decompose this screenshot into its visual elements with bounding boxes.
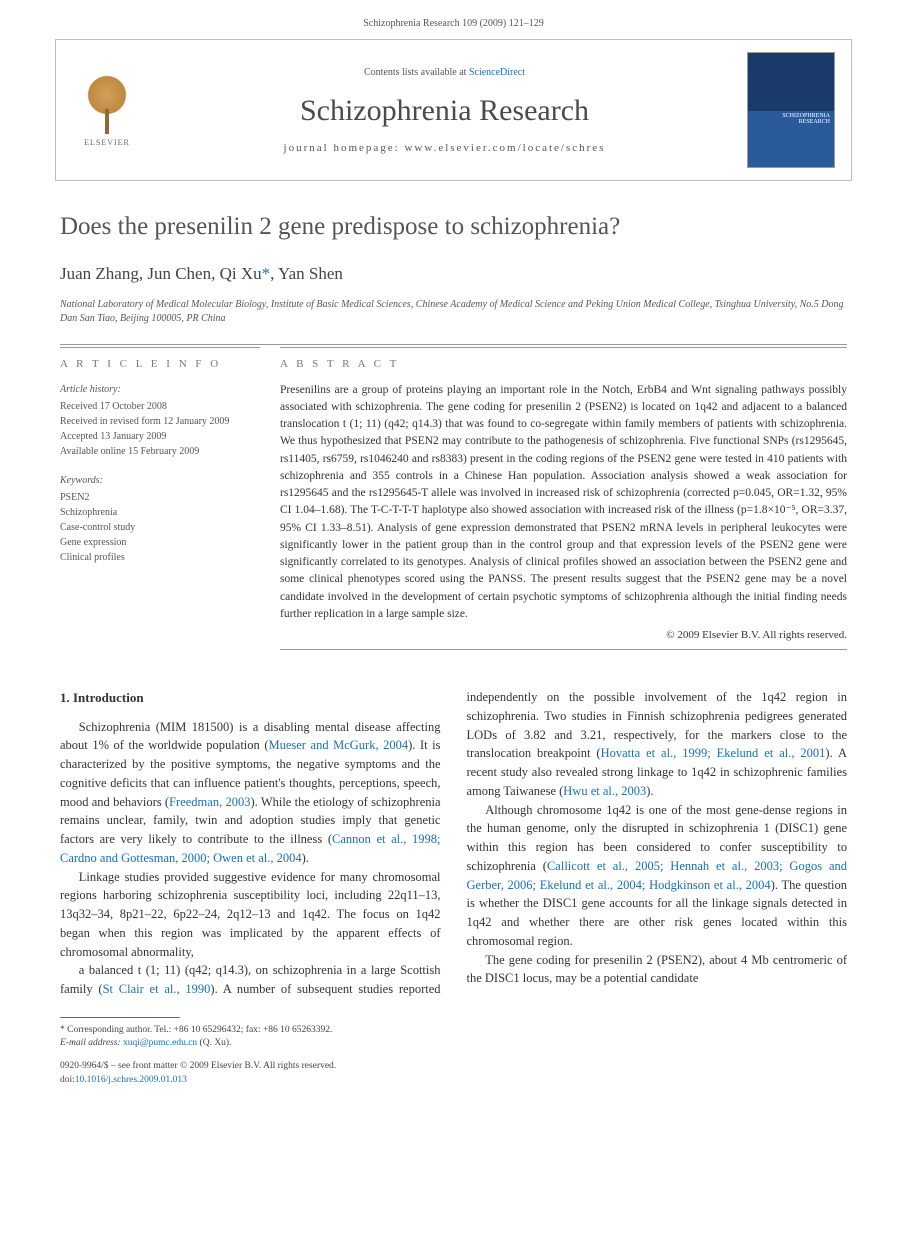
citation-link[interactable]: St Clair et al., 1990 [103,982,211,996]
email-line: E-mail address: xuqi@pumc.edu.cn (Q. Xu)… [60,1037,847,1050]
corresponding-footnote: * Corresponding author. Tel.: +86 10 652… [0,1017,907,1051]
citation-link[interactable]: Hovatta et al., 1999; Ekelund et al., 20… [601,746,826,760]
contents-prefix: Contents lists available at [364,67,469,78]
authors-line: Juan Zhang, Jun Chen, Qi Xu*, Yan Shen [60,264,847,284]
front-matter-line: 0920-9964/$ – see front matter © 2009 El… [60,1060,847,1073]
homepage-line: journal homepage: www.elsevier.com/locat… [142,142,747,154]
email-link[interactable]: xuqi@pumc.edu.cn [123,1038,197,1048]
intro-p2: Linkage studies provided suggestive evid… [60,868,441,962]
abstract-column: A B S T R A C T Presenilins are a group … [280,347,847,661]
intro-p4: Although chromosome 1q42 is one of the m… [467,801,848,951]
intro-p1: Schizophrenia (MIM 181500) is a disablin… [60,718,441,868]
running-header: Schizophrenia Research 109 (2009) 121–12… [0,0,907,39]
revised-date: Received in revised form 12 January 2009 [60,414,242,429]
online-date: Available online 15 February 2009 [60,444,242,459]
abstract-heading: A B S T R A C T [280,358,847,370]
contents-line: Contents lists available at ScienceDirec… [142,67,747,78]
homepage-prefix: journal homepage: [284,142,405,154]
corresponding-mark: * [262,264,271,283]
journal-name: Schizophrenia Research [142,94,747,128]
keyword: Case-control study [60,520,242,535]
elsevier-logo: ELSEVIER [72,65,142,155]
article-body: Does the presenilin 2 gene predispose to… [0,211,907,999]
journal-masthead: ELSEVIER Contents lists available at Sci… [55,39,852,181]
keyword: Clinical profiles [60,550,242,565]
email-suffix: (Q. Xu). [197,1038,231,1048]
article-history-block: Article history: Received 17 October 200… [60,382,242,459]
doi-line: doi:10.1016/j.schres.2009.01.013 [60,1074,847,1087]
keyword: Schizophrenia [60,505,242,520]
affiliation: National Laboratory of Medical Molecular… [60,298,847,326]
citation-text: Schizophrenia Research 109 (2009) 121–12… [363,18,544,29]
intro-p5: The gene coding for presenilin 2 (PSEN2)… [467,951,848,989]
accepted-date: Accepted 13 January 2009 [60,429,242,444]
history-head: Article history: [60,382,242,397]
body-two-column: 1. Introduction Schizophrenia (MIM 18150… [60,688,847,999]
received-date: Received 17 October 2008 [60,399,242,414]
abstract-text: Presenilins are a group of proteins play… [280,382,847,624]
keyword: PSEN2 [60,490,242,505]
article-info-heading: A R T I C L E I N F O [60,358,242,370]
journal-cover-thumbnail: SCHIZOPHRENIA RESEARCH [747,52,835,168]
abstract-copyright: © 2009 Elsevier B.V. All rights reserved… [280,629,847,641]
masthead-center: Contents lists available at ScienceDirec… [142,67,747,154]
footnote-rule [60,1017,180,1018]
info-abstract-row: A R T I C L E I N F O Article history: R… [60,344,847,661]
article-info-column: A R T I C L E I N F O Article history: R… [60,347,260,661]
corr-author-line: * Corresponding author. Tel.: +86 10 652… [60,1024,847,1037]
elsevier-tree-icon [82,74,132,134]
article-title: Does the presenilin 2 gene predispose to… [60,211,847,244]
author-last: , Yan Shen [270,264,343,283]
citation-link[interactable]: Freedman, 2003 [169,795,250,809]
section-heading-intro: 1. Introduction [60,688,441,708]
sciencedirect-link[interactable]: ScienceDirect [469,67,525,78]
email-label: E-mail address: [60,1038,123,1048]
citation-link[interactable]: Mueser and McGurk, 2004 [268,738,408,752]
homepage-url: www.elsevier.com/locate/schres [404,142,605,154]
cover-label: SCHIZOPHRENIA RESEARCH [748,111,834,127]
elsevier-label: ELSEVIER [84,138,130,147]
keywords-block: Keywords: PSEN2 Schizophrenia Case-contr… [60,473,242,565]
citation-link[interactable]: Hwu et al., 2003 [563,784,646,798]
authors-main: Juan Zhang, Jun Chen, Qi Xu [60,264,262,283]
doi-link[interactable]: 10.1016/j.schres.2009.01.013 [75,1075,187,1085]
doi-prefix: doi: [60,1075,75,1085]
keywords-head: Keywords: [60,473,242,488]
abstract-bottom-rule [280,649,847,650]
keyword: Gene expression [60,535,242,550]
page-footer: 0920-9964/$ – see front matter © 2009 El… [0,1050,907,1115]
